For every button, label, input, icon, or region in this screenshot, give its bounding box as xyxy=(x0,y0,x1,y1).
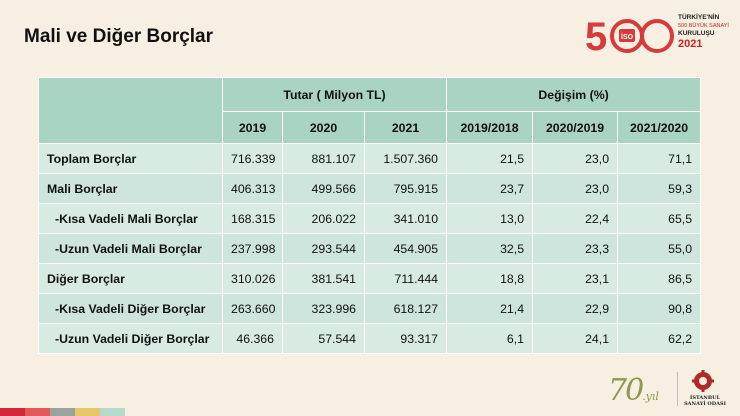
table-cell: 406.313 xyxy=(222,173,283,204)
table-cell: 55,0 xyxy=(617,233,702,264)
table-row: -Kısa Vadeli Diğer Borçlar 263.660 323.9… xyxy=(38,293,702,324)
table-cell: 13,0 xyxy=(446,203,534,234)
stripe-segment xyxy=(25,408,50,416)
table-cell: 23,1 xyxy=(532,263,619,294)
table-cell: 293.544 xyxy=(282,233,365,264)
table-cell: 881.107 xyxy=(282,143,365,174)
corner-header-cell xyxy=(38,77,223,144)
table-row: -Uzun Vadeli Diğer Borçlar 46.366 57.544… xyxy=(38,323,702,354)
logo-divider xyxy=(677,372,678,406)
column-header: 2020 xyxy=(282,111,365,144)
row-label: Mali Borçlar xyxy=(38,173,223,204)
table-cell: 93.317 xyxy=(363,323,448,354)
table-cell: 341.010 xyxy=(363,203,448,234)
row-label: -Uzun Vadeli Mali Borçlar xyxy=(38,233,223,264)
table-cell: 24,1 xyxy=(532,323,619,354)
table-cell: 62,2 xyxy=(617,323,702,354)
turkiye-500-logo-text: TÜRKİYE'NİN 500 BÜYÜK SANAYİ KURULUŞU 20… xyxy=(678,14,738,50)
table-cell: 381.541 xyxy=(282,263,365,294)
stripe-segment xyxy=(0,408,25,416)
table-cell: 22,4 xyxy=(532,203,619,234)
table-cell: 795.915 xyxy=(363,173,448,204)
table-cell: 237.998 xyxy=(222,233,283,264)
table-cell: 618.127 xyxy=(363,293,448,324)
row-label: -Kısa Vadeli Diğer Borçlar xyxy=(38,293,223,324)
table-cell: 1.507.360 xyxy=(363,143,448,174)
stripe-segment xyxy=(75,408,100,416)
table-cell: 32,5 xyxy=(446,233,534,264)
turkiye-500-logo: 5 İSO xyxy=(585,15,674,56)
table-cell: 711.444 xyxy=(363,263,448,294)
table-cell: 21,4 xyxy=(446,293,534,324)
table-group-header-row: Tutar ( Milyon TL) Değişim (%) xyxy=(38,77,702,144)
iso-badge-text: İSO xyxy=(621,33,634,41)
column-header: 2021 xyxy=(363,111,448,144)
iso-logo-text: İSTANBUL SANAYİ ODASI xyxy=(683,395,727,407)
column-header: 2021/2020 xyxy=(617,111,702,144)
table-cell: 454.905 xyxy=(363,233,448,264)
logo-line-3: KURULUŞU xyxy=(678,30,715,37)
table-cell: 23,0 xyxy=(532,143,619,174)
table-column-header-row: 2019 2020 2021 2019/2018 2020/2019 2021/… xyxy=(39,111,702,144)
table-cell: 23,0 xyxy=(532,173,619,204)
table-cell: 716.339 xyxy=(222,143,283,174)
table-cell: 206.022 xyxy=(282,203,365,234)
row-label: -Kısa Vadeli Mali Borçlar xyxy=(38,203,223,234)
logo-line-1: TÜRKİYE'NİN xyxy=(678,14,720,21)
column-header: 2019/2018 xyxy=(446,111,534,144)
column-header: 2019 xyxy=(222,111,283,144)
logo-line-2: 500 BÜYÜK SANAYİ xyxy=(678,23,729,29)
table-cell: 65,5 xyxy=(617,203,702,234)
table-row: Diğer Borçlar 310.026 381.541 711.444 18… xyxy=(38,263,702,294)
table-cell: 90,8 xyxy=(617,293,702,324)
70-year-logo: 70.yıl xyxy=(608,373,659,408)
table-cell: 57.544 xyxy=(282,323,365,354)
table-cell: 46.366 xyxy=(222,323,283,354)
table-row: Toplam Borçlar 716.339 881.107 1.507.360… xyxy=(38,143,702,174)
table-cell: 22,9 xyxy=(532,293,619,324)
debts-table: Tutar ( Milyon TL) Değişim (%) 2019 2020… xyxy=(38,77,702,354)
page-title: Mali ve Diğer Borçlar xyxy=(24,26,214,47)
row-label: Diğer Borçlar xyxy=(38,263,223,294)
table-cell: 499.566 xyxy=(282,173,365,204)
row-label: Toplam Borçlar xyxy=(38,143,223,174)
table-row: -Uzun Vadeli Mali Borçlar 237.998 293.54… xyxy=(38,233,702,264)
table-cell: 18,8 xyxy=(446,263,534,294)
stripe-segment xyxy=(100,408,125,416)
change-group-header: Değişim (%) xyxy=(446,77,702,112)
table-cell: 168.315 xyxy=(222,203,283,234)
table-cell: 310.026 xyxy=(222,263,283,294)
amount-group-header: Tutar ( Milyon TL) xyxy=(221,77,448,112)
table-row: Mali Borçlar 406.313 499.566 795.915 23,… xyxy=(38,173,702,204)
logo-year: 2021 xyxy=(678,38,703,50)
table-cell: 23,3 xyxy=(532,233,619,264)
table-cell: 6,1 xyxy=(446,323,534,354)
iso-gear-icon xyxy=(692,370,714,392)
row-label: -Uzun Vadeli Diğer Borçlar xyxy=(38,323,223,354)
org-line-2: SANAYİ ODASI xyxy=(684,401,726,407)
table-cell: 21,5 xyxy=(446,143,534,174)
table-cell: 23,7 xyxy=(446,173,534,204)
table-cell: 59,3 xyxy=(617,173,702,204)
table-cell: 323.996 xyxy=(282,293,365,324)
anniversary-suffix: .yıl xyxy=(642,390,659,403)
stripe-segment xyxy=(50,408,75,416)
table-cell: 263.660 xyxy=(222,293,283,324)
anniversary-number: 70 xyxy=(608,373,644,408)
table-cell: 86,5 xyxy=(617,263,702,294)
color-stripe xyxy=(0,408,125,416)
table-cell: 71,1 xyxy=(617,143,702,174)
column-header: 2020/2019 xyxy=(532,111,619,144)
org-line-1: İSTANBUL xyxy=(690,395,720,401)
table-row: -Kısa Vadeli Mali Borçlar 168.315 206.02… xyxy=(38,203,702,234)
svg-text:5: 5 xyxy=(585,15,607,56)
